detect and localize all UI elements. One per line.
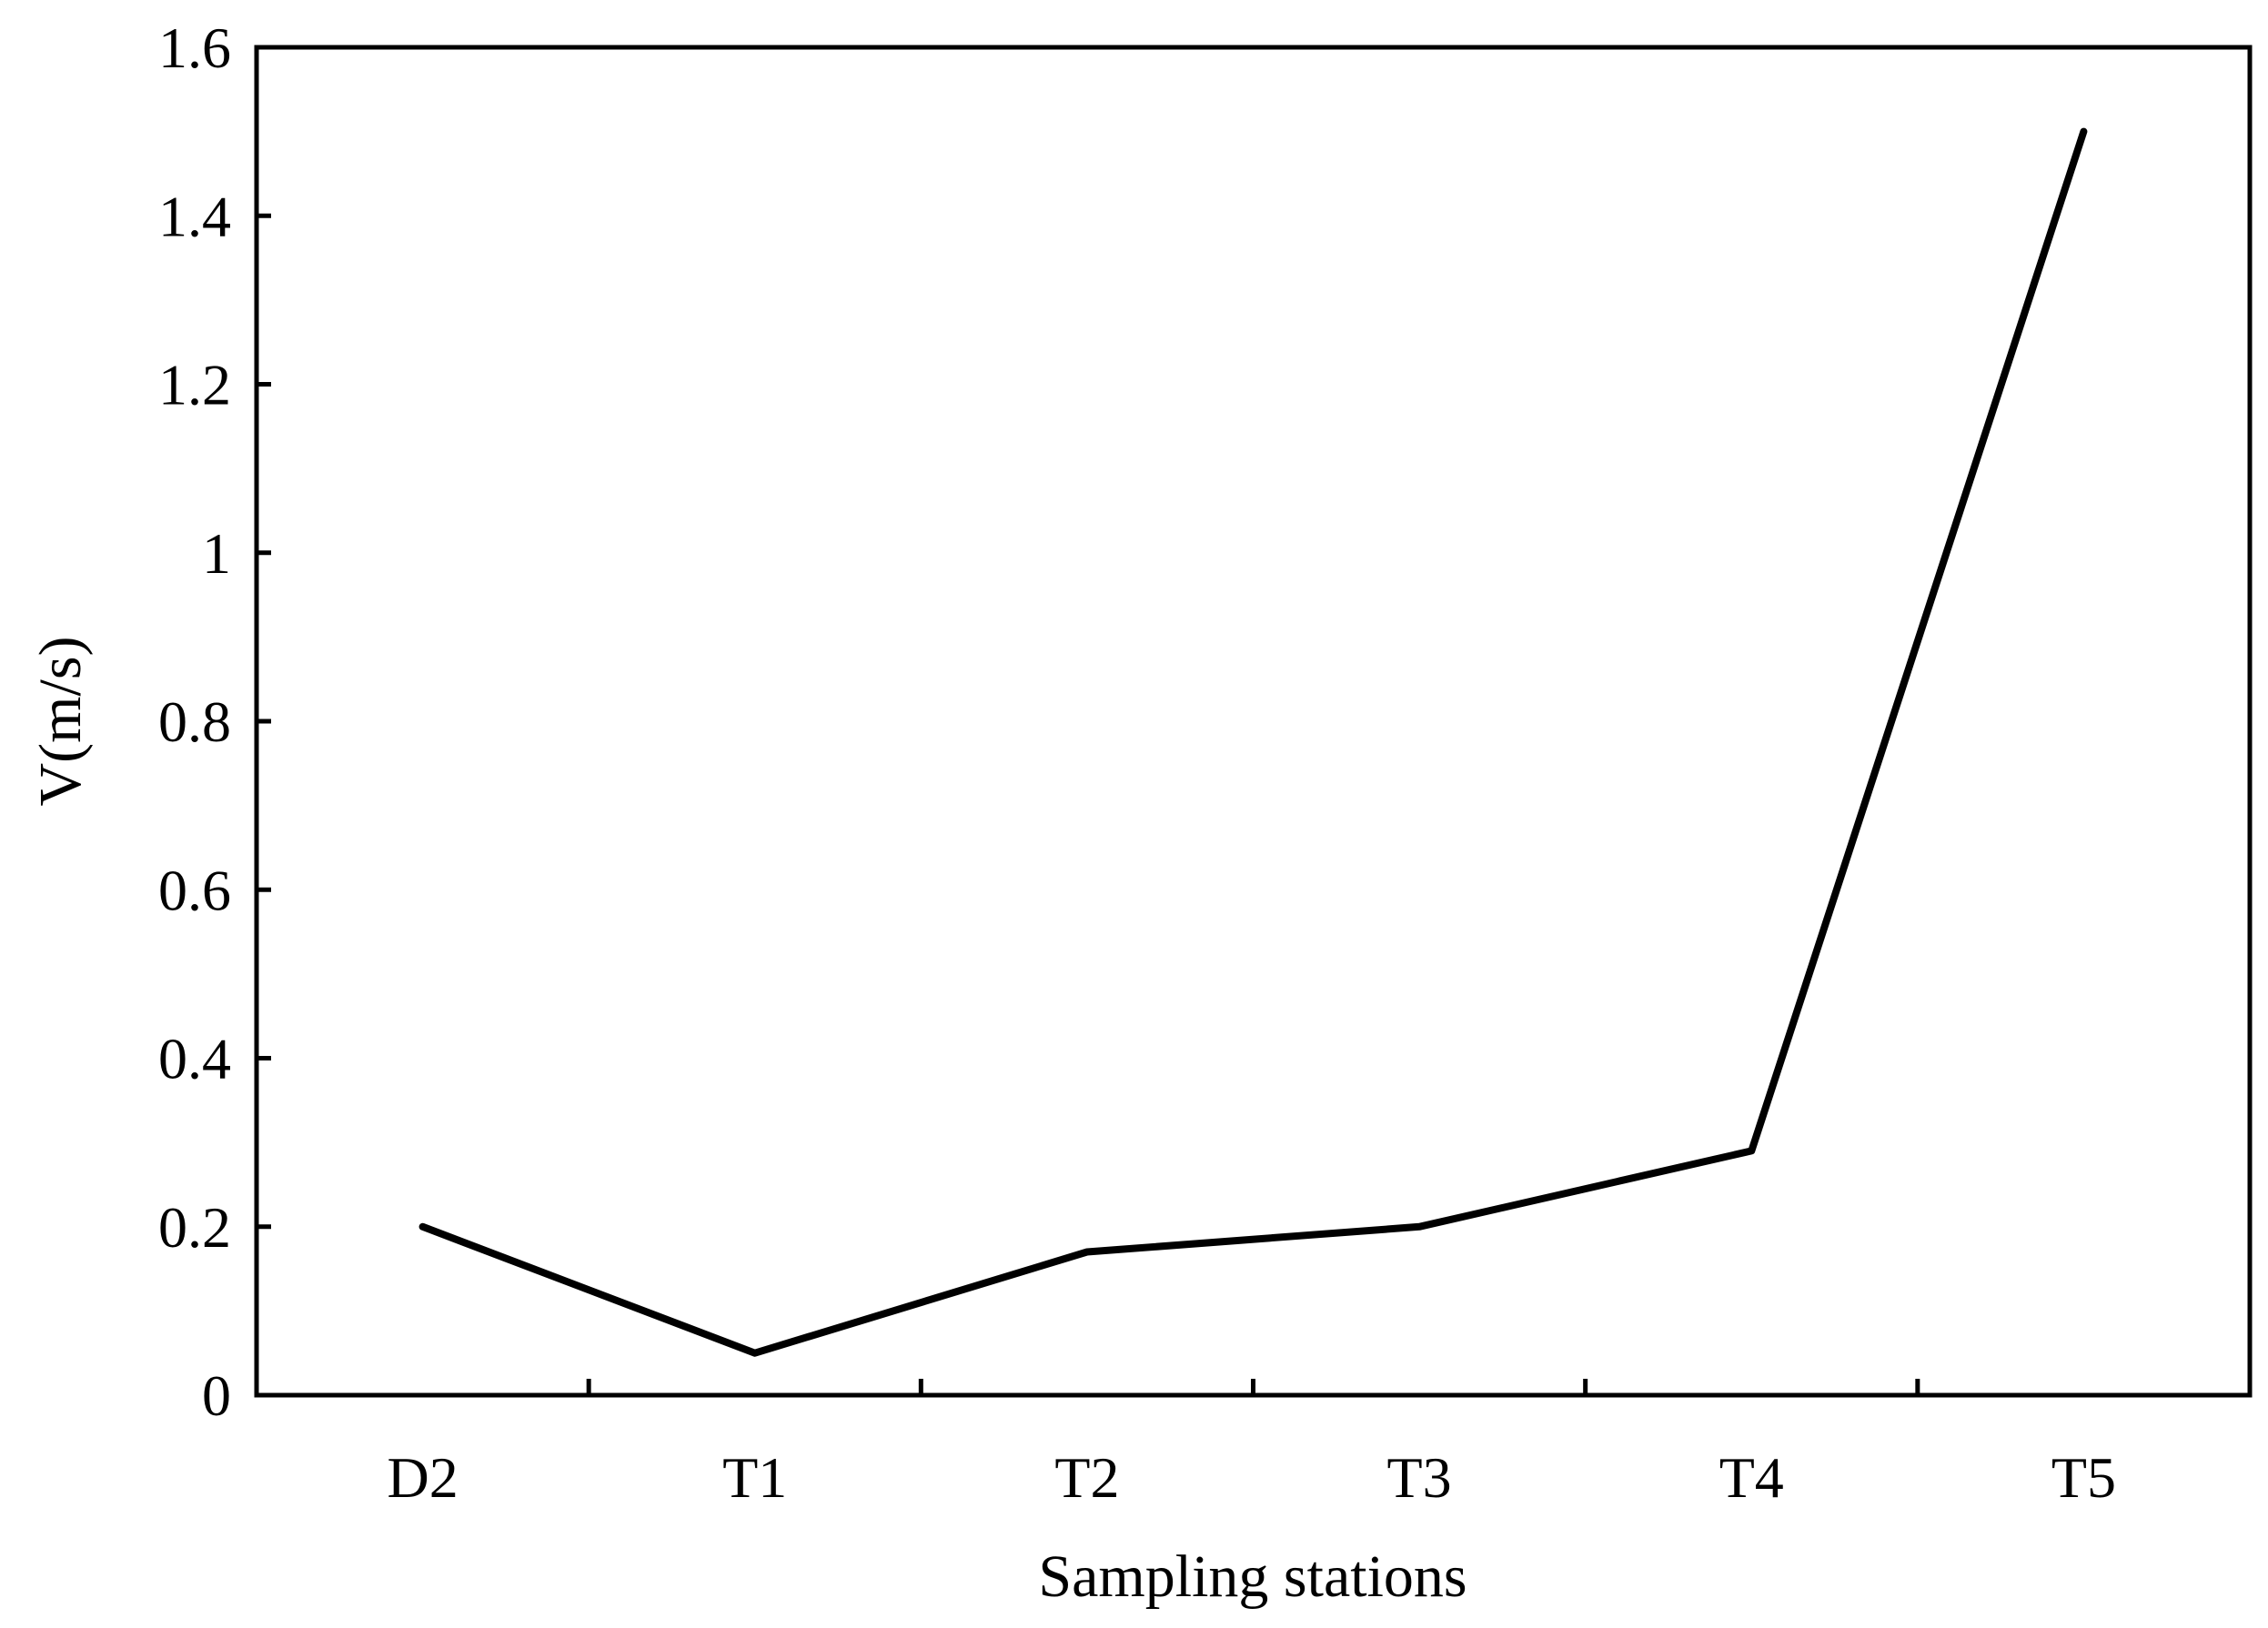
data-point — [422, 1226, 424, 1228]
x-tick-label: T4 — [1719, 1445, 1784, 1510]
series-layer — [418, 127, 2088, 1357]
x-tick-label: T3 — [1387, 1445, 1452, 1510]
series-line — [418, 127, 2088, 1357]
x-tick-label: T5 — [2051, 1445, 2116, 1510]
x-tick-label: D2 — [387, 1445, 458, 1510]
x-tick-label: T1 — [722, 1445, 787, 1510]
y-tick-label: 0.2 — [158, 1195, 231, 1260]
x-axis-ticks: D2 T1 T2 T3 T4 T5 — [387, 1379, 2116, 1510]
y-tick-label: 1.6 — [158, 15, 231, 80]
x-axis-title: Sampling stations — [1038, 1543, 1467, 1610]
data-point — [1086, 1251, 1088, 1253]
x-tick-label: T2 — [1054, 1445, 1119, 1510]
y-tick-label: 0.4 — [158, 1027, 231, 1091]
data-point — [1418, 1226, 1420, 1228]
y-axis-title: V(m/s) — [27, 637, 94, 807]
plot-frame — [254, 45, 2253, 1398]
y-tick-label: 0.6 — [158, 858, 231, 922]
y-axis-ticks: 0 0.2 0.4 0.6 0.8 1 1.2 1.4 1.6 — [158, 15, 271, 1428]
y-tick-label: 1.4 — [158, 184, 231, 248]
y-tick-label: 0 — [202, 1363, 231, 1428]
y-tick-label: 1 — [202, 521, 231, 586]
data-point — [754, 1352, 756, 1354]
y-tick-label: 1.2 — [158, 353, 231, 417]
data-point — [2082, 131, 2084, 133]
y-tick-label: 0.8 — [158, 689, 231, 754]
